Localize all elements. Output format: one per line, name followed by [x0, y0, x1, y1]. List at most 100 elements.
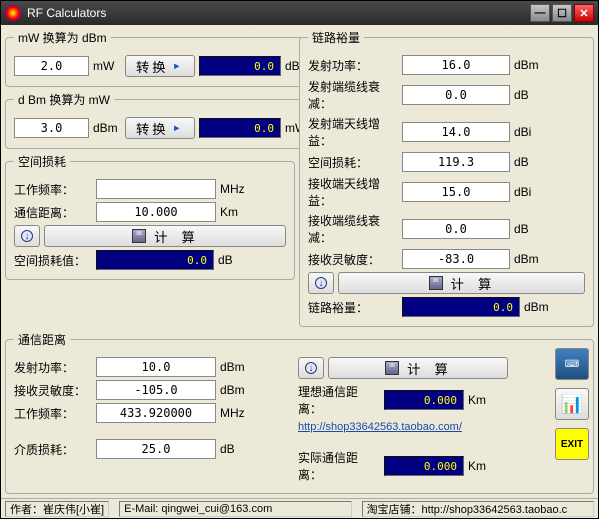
mw-to-dbm-group: mW 换算为 dBm mW 转换▸ 0.0 dBm: [5, 29, 322, 87]
freq-unit: MHz: [220, 182, 248, 196]
titlebar: RF Calculators — ☐ ✕: [1, 1, 598, 25]
txpwr-unit: dBm: [514, 58, 542, 72]
comm-freq-unit: MHz: [220, 406, 248, 420]
space-loss-legend: 空间损耗: [14, 153, 70, 170]
freq-label: 工作频率：: [14, 181, 92, 198]
rxant-unit: dBi: [514, 185, 542, 199]
down-arrow-icon: ↓: [315, 277, 327, 289]
email-cell: E-Mail: qingwei_cui@163.com: [119, 501, 351, 517]
dbm-unit-in: dBm: [93, 121, 121, 135]
rxcable-unit: dB: [514, 222, 542, 236]
comm-freq-label: 工作频率：: [14, 405, 92, 422]
link-margin-display: 0.0: [402, 297, 520, 317]
help-button[interactable]: 📊: [555, 388, 589, 420]
txcable-label: 发射端缆线衰减：: [308, 78, 398, 112]
down-arrow-icon: ↓: [21, 230, 33, 242]
ideal-unit: Km: [468, 393, 496, 407]
txant-unit: dBi: [514, 125, 542, 139]
sloss-unit: dB: [514, 155, 542, 169]
actual-label: 实际通信距离：: [298, 449, 380, 483]
space-loss-group: 空间损耗 工作频率： MHz 通信距离： Km ↓ 计 算 空间损耗值：: [5, 153, 295, 280]
minimize-button[interactable]: —: [530, 4, 550, 22]
comm-rxsens-input[interactable]: [96, 380, 216, 400]
space-loss-info-button[interactable]: ↓: [14, 225, 40, 247]
txant-label: 发射端天线增益：: [308, 115, 398, 149]
comm-distance-group: 通信距离 发射功率： dBm 接收灵敏度： dBm 工作频率： MHz 介质损耗： dB…: [5, 331, 594, 494]
exit-button[interactable]: EXIT: [555, 428, 589, 460]
comm-info-button[interactable]: ↓: [298, 357, 324, 379]
txcable-unit: dB: [514, 88, 542, 102]
link-margin-legend: 链路裕量: [308, 29, 364, 46]
comm-txpwr-input[interactable]: [96, 357, 216, 377]
comm-freq-input[interactable]: [96, 403, 216, 423]
link-margin-group: 链路裕量 发射功率： dBm 发射端缆线衰减： dB 发射端天线增益： dBi 空间损…: [299, 29, 594, 327]
ideal-display: 0.000: [384, 390, 464, 410]
content-area: mW 换算为 dBm mW 转换▸ 0.0 dBm d Bm 换算为 mW dB…: [1, 25, 598, 331]
link-txant-input[interactable]: [402, 122, 510, 142]
link-rxcable-input[interactable]: [402, 219, 510, 239]
space-loss-calc-button[interactable]: 计 算: [44, 225, 286, 247]
window-title: RF Calculators: [27, 6, 528, 20]
link-rxant-input[interactable]: [402, 182, 510, 202]
dbm-result-display: 0.0: [199, 118, 281, 138]
margin-unit: dBm: [524, 300, 552, 314]
keyboard-button[interactable]: ⌨: [555, 348, 589, 380]
space-result-label: 空间损耗值：: [14, 252, 92, 269]
comm-txpwr-label: 发射功率：: [14, 359, 92, 376]
comm-medium-input[interactable]: [96, 439, 216, 459]
comm-calc-button[interactable]: 计 算: [328, 357, 508, 379]
dbm-to-mw-legend: d Bm 换算为 mW: [14, 91, 114, 108]
txpwr-label: 发射功率：: [308, 57, 398, 74]
down-arrow-icon: ↓: [305, 362, 317, 374]
sloss-label: 空间损耗：: [308, 154, 398, 171]
dbm-convert-button[interactable]: 转换▸: [125, 117, 195, 139]
actual-unit: Km: [468, 459, 496, 473]
link-sloss-input[interactable]: [402, 152, 510, 172]
mw-convert-button[interactable]: 转换▸: [125, 55, 195, 77]
side-buttons: ⌨ 📊 EXIT: [555, 348, 589, 460]
link-txcable-input[interactable]: [402, 85, 510, 105]
arrow-right-icon: ▸: [173, 120, 184, 136]
space-dist-input[interactable]: [96, 202, 216, 222]
close-button[interactable]: ✕: [574, 4, 594, 22]
shop-link[interactable]: http://shop33642563.taobao.com/: [298, 421, 462, 433]
dbm-to-mw-group: d Bm 换算为 mW dBm 转换▸ 0.0 mW: [5, 91, 322, 149]
link-txpwr-input[interactable]: [402, 55, 510, 75]
arrow-right-icon: ▸: [173, 58, 184, 74]
calculator-icon: [429, 276, 443, 290]
shop-cell: 淘宝店铺：http://shop33642563.taobao.c: [362, 501, 594, 517]
app-icon: [5, 5, 21, 21]
maximize-button[interactable]: ☐: [552, 4, 572, 22]
calculator-icon: [132, 229, 146, 243]
rxsens-label: 接收灵敏度：: [308, 251, 398, 268]
statusbar: 作者：崔庆伟[小崔] E-Mail: qingwei_cui@163.com 淘…: [1, 498, 598, 518]
calculator-icon: [385, 361, 399, 375]
mw-to-dbm-legend: mW 换算为 dBm: [14, 29, 111, 46]
space-result-display: 0.0: [96, 250, 214, 270]
link-calc-button[interactable]: 计 算: [338, 272, 585, 294]
link-rxsens-input[interactable]: [402, 249, 510, 269]
comm-rxsens-unit: dBm: [220, 383, 248, 397]
app-window: RF Calculators — ☐ ✕ mW 换算为 dBm mW 转换▸ 0…: [0, 0, 599, 519]
comm-rxsens-label: 接收灵敏度：: [14, 382, 92, 399]
ideal-label: 理想通信距离：: [298, 383, 380, 417]
space-result-unit: dB: [218, 253, 246, 267]
comm-txpwr-unit: dBm: [220, 360, 248, 374]
dist-unit: Km: [220, 205, 248, 219]
mw-input[interactable]: [14, 56, 89, 76]
author-cell: 作者：崔庆伟[小崔]: [5, 501, 109, 517]
comm-medium-unit: dB: [220, 442, 248, 456]
space-freq-input[interactable]: [96, 179, 216, 199]
mw-unit: mW: [93, 59, 121, 73]
comm-medium-label: 介质损耗：: [14, 441, 92, 458]
rxcable-label: 接收端缆线衰减：: [308, 212, 398, 246]
link-info-button[interactable]: ↓: [308, 272, 334, 294]
dist-label: 通信距离：: [14, 204, 92, 221]
mw-result-display: 0.0: [199, 56, 281, 76]
dbm-input[interactable]: [14, 118, 89, 138]
margin-label: 链路裕量：: [308, 299, 398, 316]
comm-distance-legend: 通信距离: [14, 331, 70, 348]
actual-display: 0.000: [384, 456, 464, 476]
rxsens-unit: dBm: [514, 252, 542, 266]
rxant-label: 接收端天线增益：: [308, 175, 398, 209]
